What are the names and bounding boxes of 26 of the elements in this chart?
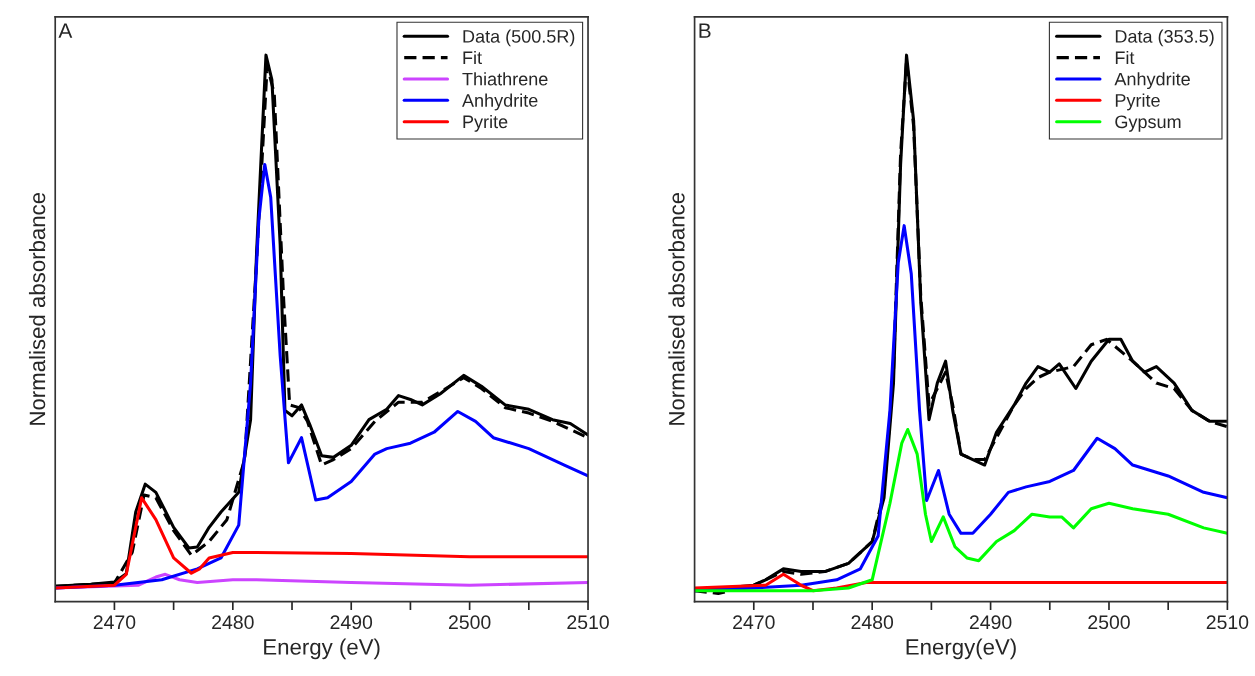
x-tick-label: 2500: [1088, 615, 1130, 630]
legend-label: Fit: [1115, 50, 1135, 65]
legend-label: Fit: [463, 50, 482, 65]
x-tick-label: 2510: [567, 615, 609, 630]
x-tick-label: 2490: [969, 615, 1012, 630]
text: A: [58, 23, 73, 38]
legend-label: Anhydrite: [1114, 72, 1190, 90]
legend-label: Pyrite: [463, 114, 508, 132]
text: B: [699, 23, 711, 38]
x-tick-label: 2470: [93, 615, 136, 630]
legend-label: Thiathrene: [462, 72, 548, 86]
x-tick-label: 2500: [448, 615, 491, 630]
legend-label: Gypsum: [1115, 115, 1181, 132]
x-tick-label: 2480: [212, 615, 254, 630]
legend-label: Data (353.5): [1115, 29, 1214, 47]
x-tick-label: 2490: [330, 615, 373, 630]
legend-label: Anhydrite: [462, 93, 538, 111]
legend-label: Data (500.5R): [463, 29, 575, 47]
x-tick-label: 2470: [733, 615, 775, 630]
x-axis-title: Energy (eV): [264, 638, 380, 660]
y-axis-title: Normalised absorbance: [668, 192, 685, 425]
legend-label: Pyrite: [1115, 93, 1160, 111]
x-tick-label: 2510: [1206, 615, 1249, 630]
x-tick-label: 2480: [851, 615, 894, 630]
y-axis-title: Normalised absorbance: [28, 192, 46, 425]
x-axis-title: Energy(eV): [906, 638, 1016, 660]
